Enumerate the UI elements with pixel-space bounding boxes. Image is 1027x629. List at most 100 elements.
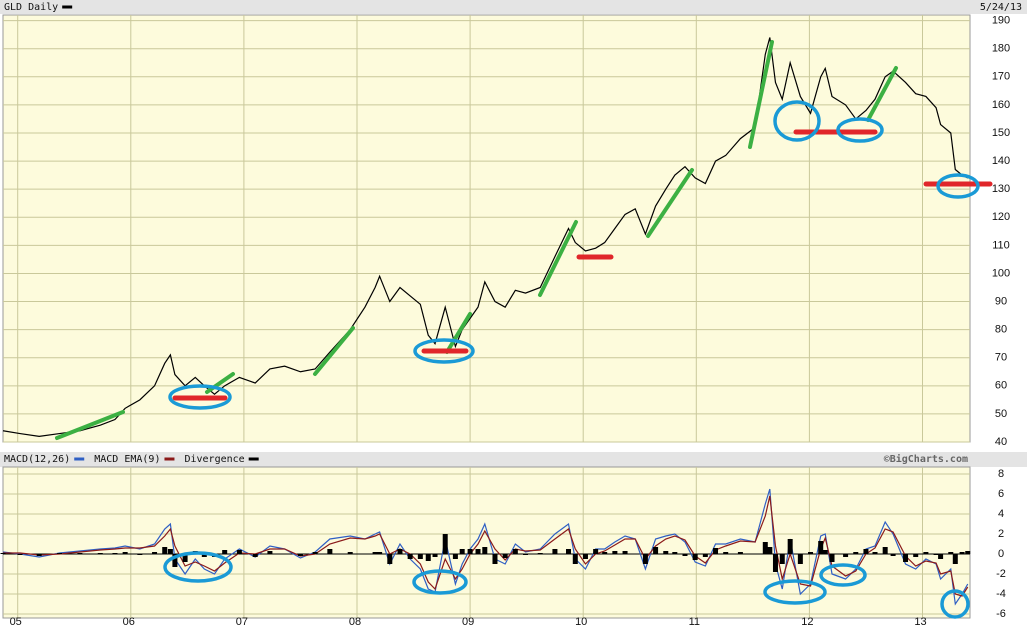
divergence-bar xyxy=(17,554,23,555)
divergence-bar xyxy=(933,554,939,555)
divergence-bar xyxy=(377,552,383,554)
x-tick-label: 13 xyxy=(914,616,926,628)
divergence-bar xyxy=(442,534,448,554)
highlight-ellipse xyxy=(773,100,821,142)
y-tick-label: 100 xyxy=(992,267,1010,279)
divergence-bar xyxy=(863,549,869,554)
highlight-ellipse xyxy=(168,384,232,410)
y-tick-label: 170 xyxy=(992,71,1010,83)
divergence-bar xyxy=(808,552,814,554)
macd-line xyxy=(2,488,969,606)
highlight-ellipse xyxy=(819,563,867,587)
highlight-ellipse xyxy=(836,117,884,143)
divergence-bar xyxy=(407,554,413,559)
legend-label: Divergence xyxy=(184,454,244,465)
y-tick-label: 110 xyxy=(992,239,1010,251)
y-tick-label: 70 xyxy=(995,352,1007,364)
divergence-bar xyxy=(452,554,458,559)
divergence-bar xyxy=(779,554,785,564)
divergence-bar xyxy=(822,550,828,554)
date-label: 5/24/13 xyxy=(980,2,1022,13)
x-tick-label: 09 xyxy=(462,616,474,628)
divergence-bar xyxy=(312,552,318,554)
divergence-bar xyxy=(201,554,207,557)
y-tick-label: 80 xyxy=(995,324,1007,336)
divergence-bar xyxy=(523,554,529,555)
divergence-bar xyxy=(593,549,599,554)
x-tick-label: 10 xyxy=(575,616,587,628)
y-tick-label: 140 xyxy=(992,155,1010,167)
trend-line xyxy=(205,372,235,394)
divergence-bar xyxy=(122,552,128,554)
divergence-bar xyxy=(713,548,719,554)
divergence-bar xyxy=(417,554,423,559)
divergence-bar xyxy=(387,554,393,564)
legend-label: GLD Daily xyxy=(4,2,58,13)
highlight-ellipse xyxy=(412,569,468,595)
divergence-bar xyxy=(347,552,353,554)
divergence-bar xyxy=(537,553,543,554)
y-tick-label: 8 xyxy=(998,468,1004,480)
y-tick-label: 130 xyxy=(992,183,1010,195)
y-tick-label: 120 xyxy=(992,211,1010,223)
y-tick-label: 0 xyxy=(998,548,1004,560)
divergence-bar xyxy=(653,547,659,554)
y-tick-label: 2 xyxy=(998,528,1004,540)
divergence-bar xyxy=(723,552,729,554)
divergence-bar xyxy=(432,554,438,557)
divergence-bar xyxy=(267,551,273,554)
divergence-bar xyxy=(642,554,648,564)
x-tick-label: 12 xyxy=(801,616,813,628)
divergence-bar xyxy=(938,554,944,559)
divergence-bar xyxy=(737,552,743,554)
header-strip xyxy=(0,0,1027,14)
divergence-bar xyxy=(425,554,431,561)
divergence-bar xyxy=(772,554,778,572)
divergence-bar xyxy=(692,554,698,560)
highlight-ellipse xyxy=(163,551,233,583)
trend-line xyxy=(538,220,578,297)
divergence-bar xyxy=(818,541,824,554)
divergence-bar xyxy=(843,554,849,557)
divergence-bar xyxy=(236,550,242,554)
divergence-bar xyxy=(959,552,965,554)
y-tick-label: -4 xyxy=(996,588,1006,600)
x-tick-label: 11 xyxy=(689,616,700,628)
divergence-bar xyxy=(112,553,118,554)
trend-line xyxy=(866,66,898,122)
y-tick-label: -2 xyxy=(996,568,1006,580)
divergence-bar xyxy=(582,554,588,559)
divergence-bar xyxy=(222,550,228,554)
divergence-bar xyxy=(702,554,708,557)
divergence-bar xyxy=(767,547,773,554)
divergence-bar xyxy=(252,554,258,557)
lower-header-strip xyxy=(0,452,1027,467)
divergence-bar xyxy=(297,554,303,556)
divergence-bar xyxy=(372,552,378,554)
divergence-bar xyxy=(172,554,178,567)
divergence-bar xyxy=(853,552,859,554)
y-tick-label: -6 xyxy=(996,608,1006,620)
divergence-bar xyxy=(913,554,919,557)
divergence-bar xyxy=(602,552,608,554)
highlight-ellipse xyxy=(940,589,970,619)
divergence-bar xyxy=(612,551,618,554)
y-tick-label: 50 xyxy=(995,408,1007,420)
y-tick-label: 180 xyxy=(992,43,1010,55)
trend-line xyxy=(313,326,355,376)
divergence-bar xyxy=(890,554,896,556)
divergence-bar xyxy=(622,551,628,554)
highlight-ellipse xyxy=(936,173,980,199)
divergence-bar xyxy=(663,551,669,554)
highlight-ellipse xyxy=(763,579,827,605)
divergence-bar xyxy=(923,552,929,554)
trend-line xyxy=(748,40,774,149)
divergence-bar xyxy=(475,549,481,554)
divergence-bar xyxy=(797,554,803,564)
y-tick-label: 150 xyxy=(992,127,1010,139)
divergence-bar xyxy=(152,552,158,554)
divergence-bar xyxy=(0,553,6,554)
divergence-bar xyxy=(182,554,188,562)
divergence-bar xyxy=(903,554,909,562)
